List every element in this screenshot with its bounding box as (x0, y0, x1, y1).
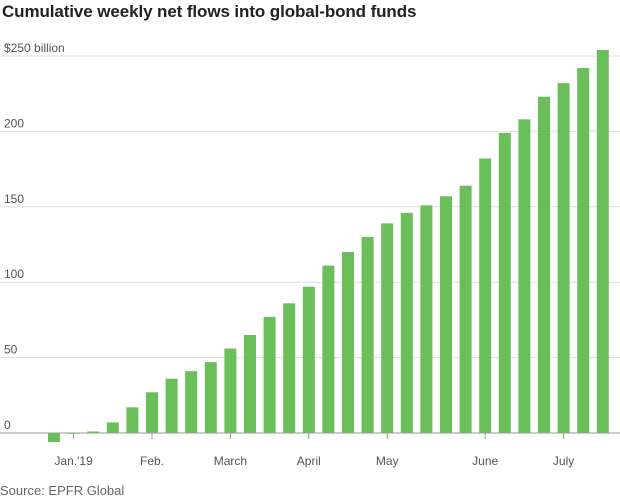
bar (322, 265, 335, 433)
x-tick-label: June (472, 454, 498, 468)
bars (48, 49, 609, 443)
bar (204, 362, 217, 433)
bar (126, 407, 139, 433)
bar (577, 68, 590, 434)
bar (283, 303, 296, 433)
bar (263, 316, 276, 433)
bar (518, 119, 531, 433)
bar (244, 334, 256, 433)
bar (420, 205, 433, 433)
bar (381, 223, 394, 433)
bar (106, 422, 119, 433)
x-tick-label: Feb. (140, 454, 164, 468)
bar (498, 132, 511, 433)
bar (596, 49, 609, 434)
x-tick-label: March (214, 454, 247, 468)
x-tick-label: April (297, 454, 321, 468)
source-note: Source: EPFR Global (0, 483, 125, 498)
y-tick-label: 50 (4, 343, 18, 357)
bar (185, 371, 198, 433)
bar (440, 196, 452, 433)
bar (557, 83, 570, 434)
y-tick-label: 150 (4, 192, 24, 206)
bar (342, 252, 354, 433)
x-tick-label: May (376, 454, 399, 468)
axis-labels: $250 billion 200 150 100 50 0 Jan.'19 Feb. March… (4, 41, 574, 468)
bar (538, 96, 550, 433)
y-tick-label: 100 (4, 267, 24, 281)
y-tick-label: $250 billion (4, 41, 65, 55)
x-tick-label: July (553, 454, 574, 468)
bar (224, 348, 237, 433)
bar (459, 185, 472, 433)
bar (48, 433, 60, 443)
bar (165, 378, 178, 433)
bar (87, 431, 100, 433)
x-tick-label: Jan.'19 (54, 454, 93, 468)
bar (400, 212, 413, 433)
bar (146, 392, 158, 433)
chart-title: Cumulative weekly net flows into global-… (2, 2, 417, 21)
bar (361, 236, 374, 433)
bar (302, 286, 315, 433)
y-tick-label: 200 (4, 116, 24, 130)
y-tick-label: 0 (4, 418, 11, 432)
bar (479, 158, 492, 433)
